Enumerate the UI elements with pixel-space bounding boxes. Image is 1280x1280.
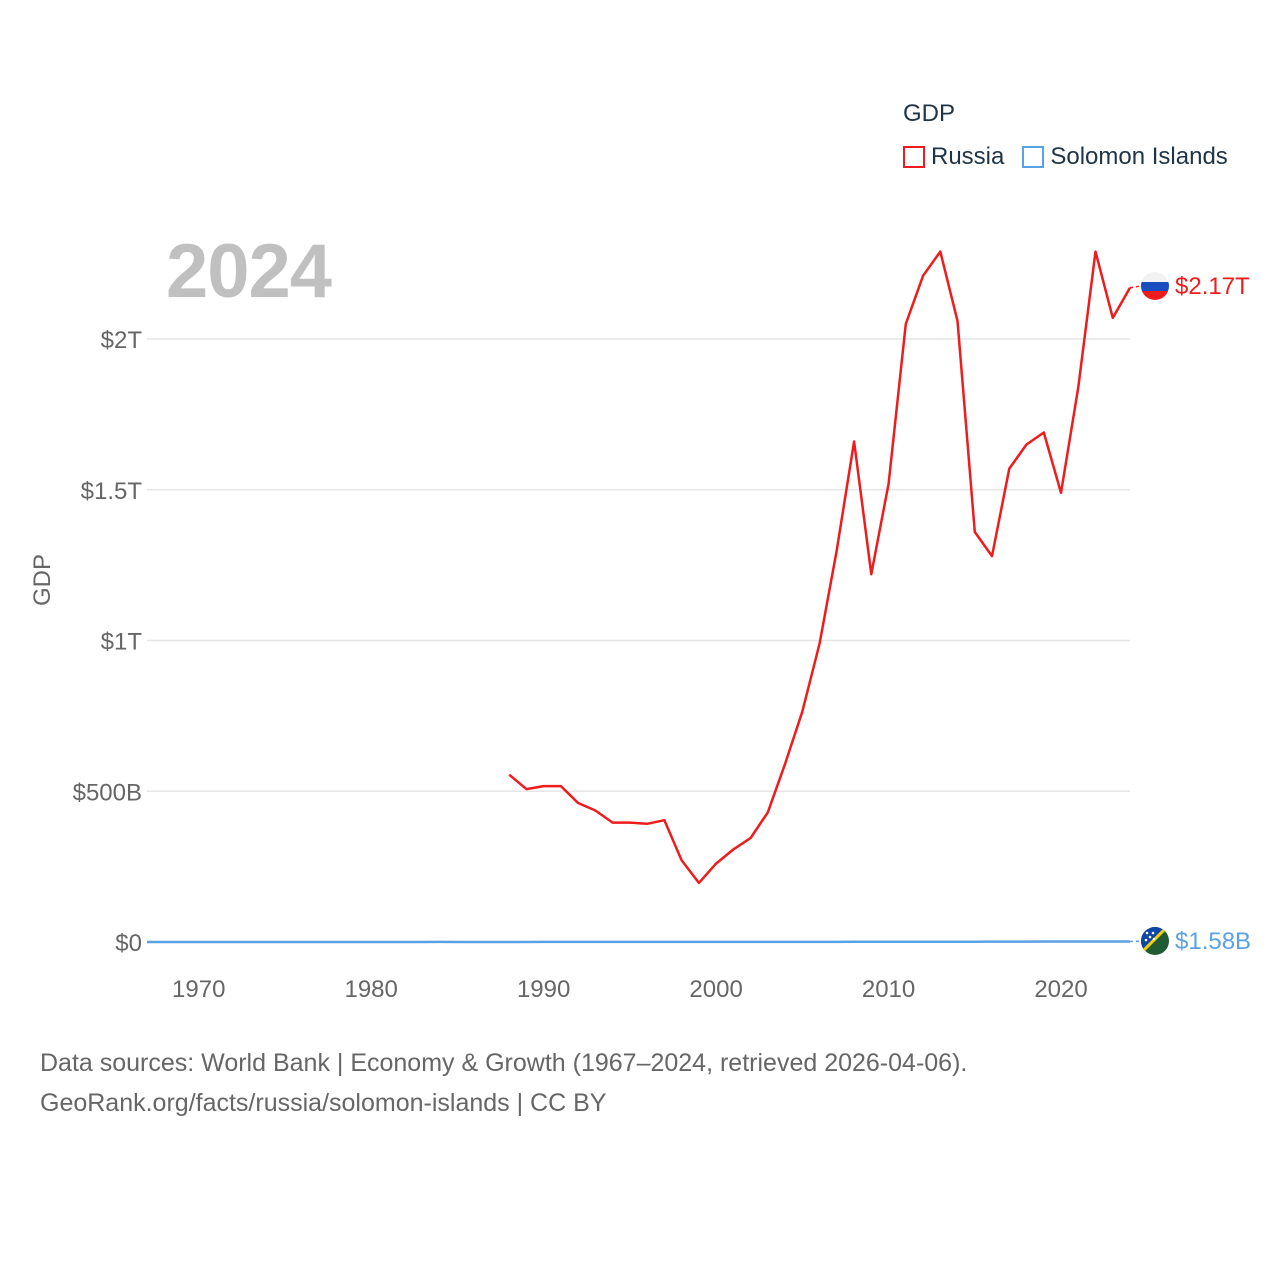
x-tick-label: 1970 [172,976,225,1003]
solomon-islands-flag-icon [1141,927,1169,955]
legend-item-russia[interactable]: Russia [903,143,1004,171]
legend-label-solomon-islands: Solomon Islands [1050,143,1228,170]
legend-label-russia: Russia [931,143,1005,170]
footer: Data sources: World Bank | Economy & Gro… [40,1043,967,1123]
legend-item-solomon-islands[interactable]: Solomon Islands [1022,143,1228,171]
series-line-solomon-islands[interactable] [147,940,1130,944]
legend-swatch-russia [903,146,925,168]
x-tick-label: 2020 [1034,976,1087,1003]
legend-title: GDP [903,100,956,127]
x-tick-label: 2000 [689,976,742,1003]
legend: Russia Solomon Islands [903,143,1246,171]
russia-flag-icon [1141,272,1169,300]
x-tick-label: 2010 [862,976,915,1003]
y-tick-label: $1T [101,629,143,656]
footer-sources: Data sources: World Bank | Economy & Gro… [40,1049,968,1077]
series-line-russia[interactable] [508,250,1132,885]
x-tick-label: 1990 [517,976,570,1003]
end-value-label-russia: $2.17T [1175,273,1250,300]
y-tick-label: $1.5T [81,478,143,505]
year-label: 2024 [166,229,332,314]
y-tick-label: $500B [73,779,142,806]
y-tick-label: $2T [101,327,143,354]
footer-attribution[interactable]: GeoRank.org/facts/russia/solomon-islands… [40,1089,607,1117]
end-connector [1129,940,1142,943]
end-connector [1129,285,1142,289]
y-tick-label: $0 [115,930,142,957]
legend-swatch-solomon-islands [1022,146,1045,168]
x-tick-label: 1980 [344,976,397,1003]
end-value-label-solomon-islands: $1.58B [1175,928,1251,955]
y-axis-label: GDP [29,554,56,606]
